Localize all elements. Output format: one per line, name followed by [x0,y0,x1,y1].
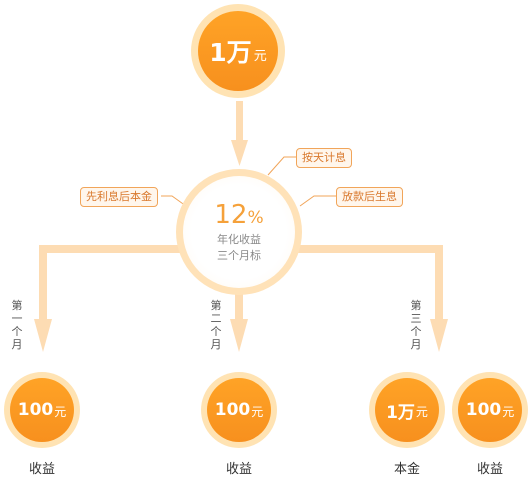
branch-drop-2 [235,280,243,321]
payout-amount: 1万 [386,402,415,423]
tag-release-interest: 放款后生息 [336,187,403,207]
tag-daily-interest: 按天计息 [296,148,352,168]
payout-amount: 100 [214,400,251,420]
payout-coin-face: 1万元 [375,378,439,442]
period-char: 第 [11,299,23,312]
leader-release [299,195,336,207]
period-char: 个 [11,325,23,338]
payout-label-4: 收益 [476,462,503,477]
branch-drop-3 [435,245,443,321]
branch-drop-1 [39,245,47,321]
term-label: 三个月标 [217,248,261,262]
arrow-head-2 [230,319,248,352]
arrow-head-3 [430,319,448,352]
arrow-head-1 [34,319,52,352]
payout-label-2: 收益 [225,462,252,477]
principal-unit: 元 [253,48,267,64]
top-arrow-head [231,140,248,166]
rate-hub: 12% 年化收益 三个月标 [176,169,302,295]
leader-daily [267,156,296,176]
leader-first [161,195,187,207]
principal-amount: 1万 [209,38,252,67]
annual-rate: 12% [214,201,263,232]
principal-coin: 1万元 [191,4,285,98]
period-char: 月 [11,338,23,351]
payout-coin-3: 1万元 [369,372,445,448]
tag-interest-first: 先利息后本金 [80,187,158,207]
payout-label-1: 收益 [28,462,55,477]
period-char: 月 [410,338,422,351]
period-char: 第 [410,299,422,312]
rate-hub-face: 12% 年化收益 三个月标 [183,176,295,288]
period-char: 月 [210,338,222,351]
rate-value: 12 [214,199,248,230]
period-char: 一 [11,312,23,325]
payout-coin-1: 100 元 [4,372,80,448]
payout-unit: 元 [502,405,515,419]
period-label-month-2: 第 二 个 月 [210,299,222,351]
rate-unit: % [247,207,264,228]
period-char: 个 [210,325,222,338]
period-char: 二 [210,312,222,325]
payout-amount: 100 [17,400,54,420]
payout-coin-face: 100 元 [10,378,74,442]
annual-yield-label: 年化收益 [217,232,261,246]
payout-unit: 元 [251,405,264,419]
payout-amount: 100 [465,400,502,420]
payout-coin-2: 100 元 [201,372,277,448]
period-label-month-3: 第 三 个 月 [410,299,422,351]
period-char: 个 [410,325,422,338]
payout-label-3: 本金 [393,462,420,477]
period-char: 第 [210,299,222,312]
principal-coin-face: 1万元 [198,11,278,91]
payout-unit: 元 [415,405,428,419]
top-arrow-shaft [236,101,243,142]
payout-coin-face: 100 元 [207,378,271,442]
payout-unit: 元 [54,405,67,419]
payout-coin-4: 100 元 [452,372,528,448]
payout-coin-face: 100 元 [458,378,522,442]
period-char: 三 [410,312,422,325]
period-label-month-1: 第 一 个 月 [11,299,23,351]
